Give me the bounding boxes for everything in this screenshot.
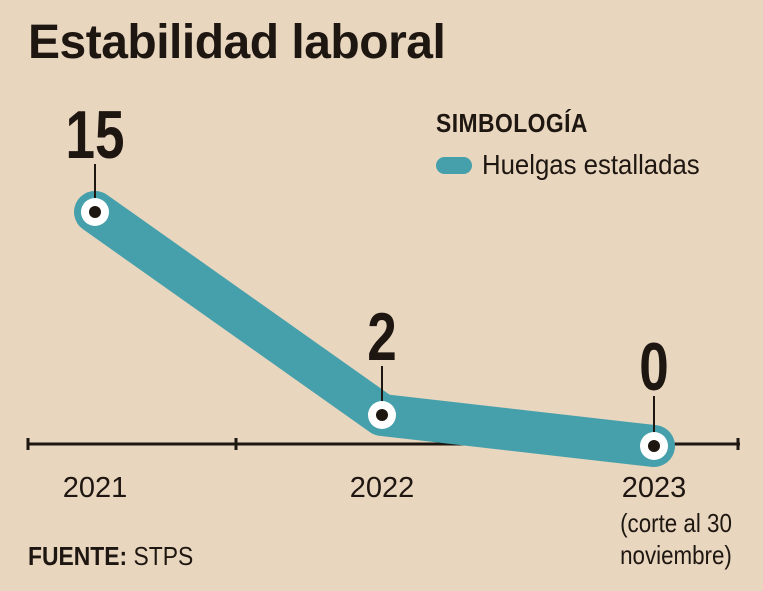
legend-swatch [436,156,472,174]
x-tick-note: (corte al 30 [620,509,732,538]
chart-title: Estabilidad laboral [28,16,446,69]
legend: SIMBOLOGÍA Huelgas estalladas [436,108,719,181]
legend-label: Huelgas estalladas [482,149,700,180]
x-tick-label: 2022 [350,472,415,504]
source-note: FUENTE: STPS [28,541,193,572]
x-tick-label: 2021 [63,472,128,504]
data-label: 15 [66,97,125,173]
legend-title: SIMBOLOGÍA [436,108,588,138]
source-label: FUENTE: [28,541,128,571]
x-tick-note: noviembre) [620,541,732,570]
source-value: STPS [133,541,194,571]
x-tick-label: 2023 [622,472,687,504]
data-label: 0 [639,329,669,405]
data-point [89,206,101,218]
data-point [648,440,660,452]
data-label: 2 [367,299,397,375]
data-point [376,409,388,421]
legend-item: Huelgas estalladas [436,149,719,181]
